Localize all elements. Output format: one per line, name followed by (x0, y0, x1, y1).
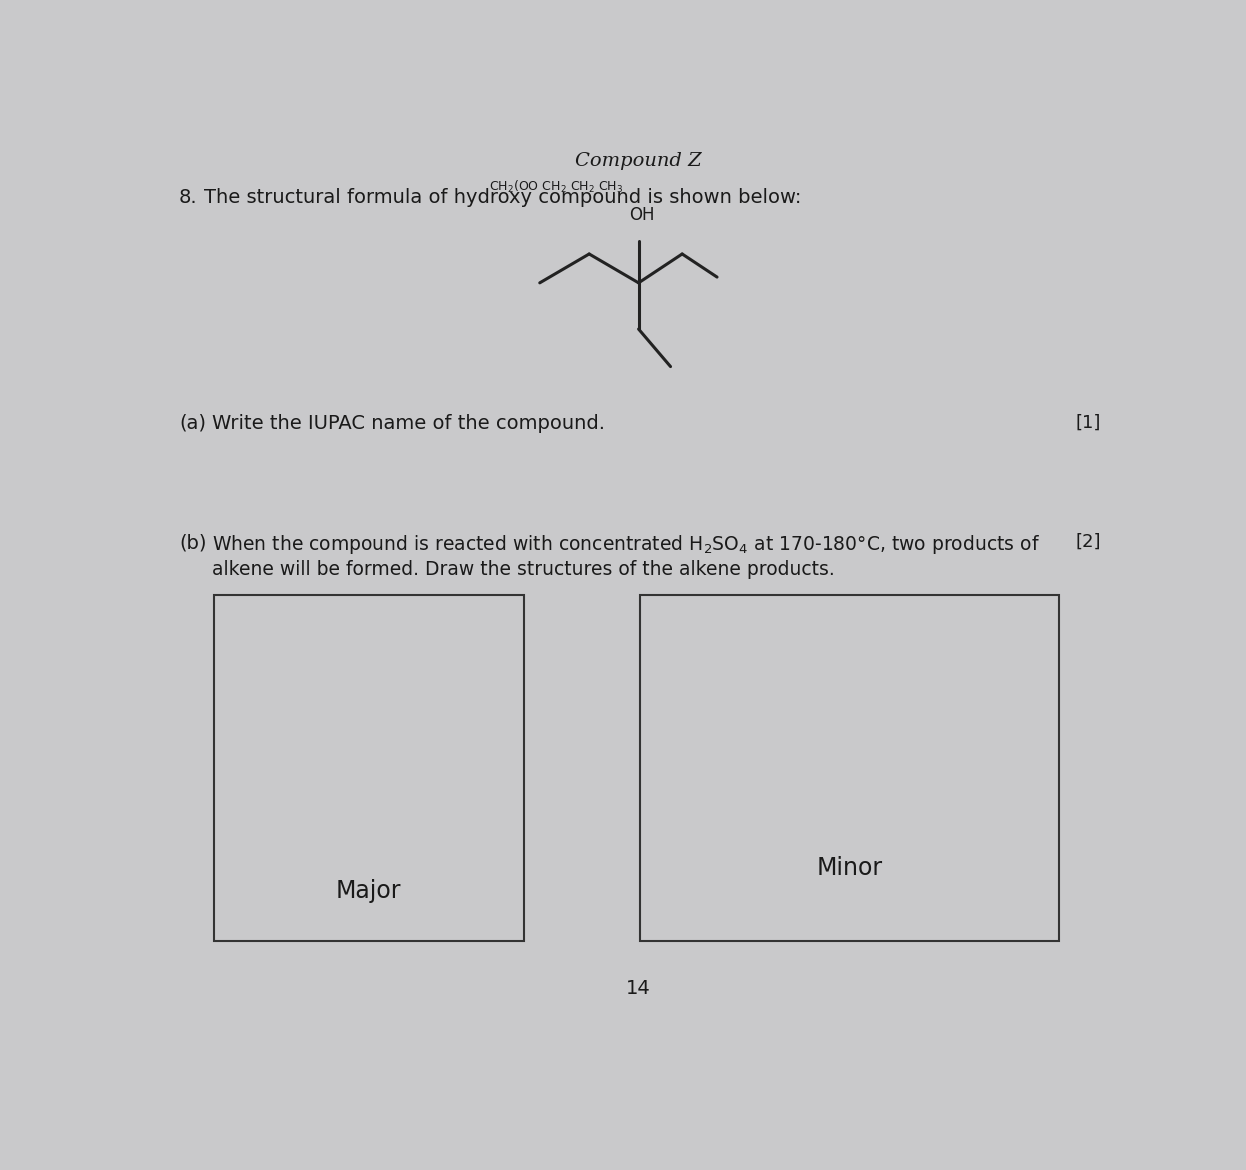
Text: The structural formula of hydroxy compound is shown below:: The structural formula of hydroxy compou… (204, 188, 801, 207)
Text: Write the IUPAC name of the compound.: Write the IUPAC name of the compound. (212, 414, 604, 433)
Bar (214, 594, 523, 941)
Text: (b): (b) (179, 534, 207, 552)
Text: OH: OH (629, 206, 654, 223)
Text: [1]: [1] (1075, 414, 1101, 432)
Text: alkene will be formed. Draw the structures of the alkene products.: alkene will be formed. Draw the structur… (212, 560, 835, 579)
Text: (a): (a) (179, 414, 206, 433)
Bar (640, 594, 1059, 941)
Text: Compound Z: Compound Z (576, 152, 701, 170)
Text: 14: 14 (627, 979, 650, 998)
Text: Major: Major (336, 879, 401, 903)
Text: 8.: 8. (179, 188, 198, 207)
Text: When the compound is reacted with concentrated $\rm H_2SO_4$ at 170-180°C, two p: When the compound is reacted with concen… (212, 534, 1039, 556)
Text: [2]: [2] (1075, 534, 1101, 551)
Text: Minor: Minor (816, 856, 882, 880)
Text: $\rm CH_2(OO\ CH_2\ CH_2\ CH_3$: $\rm CH_2(OO\ CH_2\ CH_2\ CH_3$ (488, 179, 623, 195)
